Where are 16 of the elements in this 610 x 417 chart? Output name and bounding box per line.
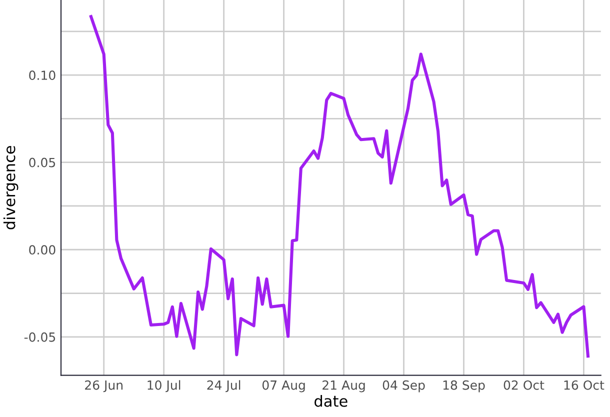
x-tick-label: 02 Oct [504, 380, 544, 390]
x-tick-label: 24 Jul [207, 380, 240, 392]
x-tick-label: 16 Oct [564, 380, 604, 390]
x-tick-label: 04 Sep [382, 380, 425, 392]
x-tick-label: 18 Sep [443, 380, 485, 392]
y-tick-label: 0.00 [29, 245, 56, 255]
y-tick-label: 0.05 [29, 158, 56, 168]
line-series [89, 15, 590, 358]
x-axis-title: date [314, 395, 348, 407]
y-tick-label: -0.05 [24, 332, 56, 342]
y-tick-label: 0.10 [29, 70, 56, 80]
x-tick-label: 21 Aug [322, 380, 365, 392]
x-tick-label: 07 Aug [262, 380, 305, 392]
x-tick-label: 26 Jun [85, 380, 122, 392]
y-axis-title: divergence [3, 146, 18, 230]
x-tick-label: 10 Jul [148, 380, 180, 392]
